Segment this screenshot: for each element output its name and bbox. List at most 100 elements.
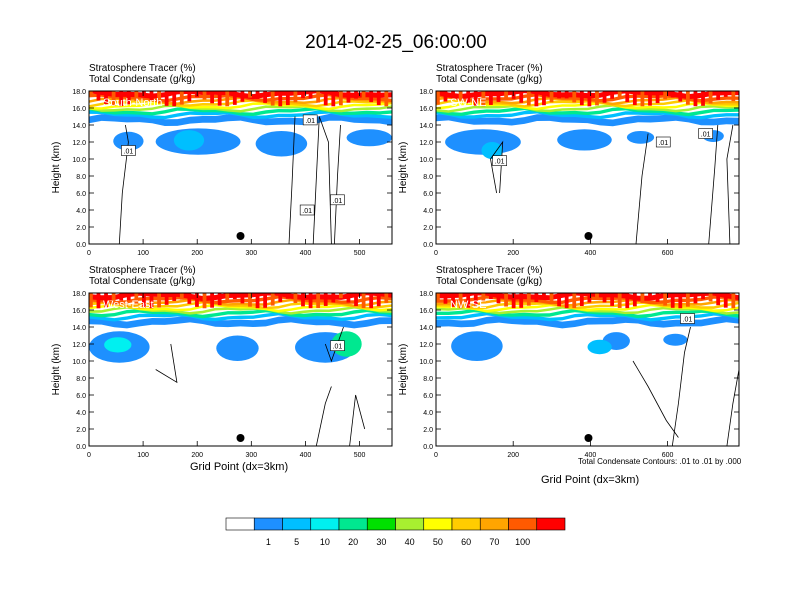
- y-tick-label: 14.0: [72, 123, 86, 130]
- tracer-streak: [723, 293, 728, 308]
- tracer-streak: [126, 293, 131, 301]
- y-tick-label: 2.0: [423, 225, 433, 232]
- tracer-streak: [376, 91, 381, 106]
- y-tick-label: 18.0: [419, 89, 433, 96]
- plot-area: .01 West-East: [89, 293, 392, 446]
- y-tick-label: 4.0: [423, 410, 433, 417]
- panel-1: .01 .01 .01 .01 South-North 0.0 2.0 4.0 6.0 8.0 10…: [51, 89, 393, 257]
- tracer-streak: [670, 91, 675, 98]
- contour-label: .01: [658, 140, 668, 147]
- x-tick-label: 200: [191, 452, 203, 459]
- tracer-streak: [595, 293, 599, 299]
- y-tick-label: 14.0: [419, 325, 433, 332]
- tracer-streak: [526, 91, 531, 106]
- x-tick-label: 600: [662, 452, 674, 459]
- tracer-streak: [134, 91, 139, 101]
- y-tick-label: 10.0: [419, 359, 433, 366]
- tracer-streak: [187, 293, 192, 304]
- panel3-field-label: Stratosphere Tracer (%): [89, 265, 196, 276]
- tracer-streak: [323, 293, 328, 306]
- x-tick-label: 0: [434, 452, 438, 459]
- tracer-streak: [202, 293, 207, 309]
- tracer-streak: [587, 293, 592, 303]
- tracer-streak: [504, 91, 508, 98]
- tracer-streak: [481, 293, 486, 302]
- contour-label: .01: [495, 159, 505, 166]
- x-tick-label: 500: [354, 250, 366, 257]
- tracer-streak: [210, 293, 214, 308]
- tracer-streak: [142, 91, 146, 97]
- y-tick-label: 12.0: [72, 342, 86, 349]
- y-tick-label: 6.0: [423, 191, 433, 198]
- y-tick-label: 4.0: [76, 410, 86, 417]
- tracer-streak: [111, 91, 116, 106]
- tracer-streak: [610, 91, 615, 99]
- x-tick-label: 400: [300, 250, 312, 257]
- location-marker: [236, 232, 245, 240]
- panel4-field-label: Stratosphere Tracer (%): [436, 265, 543, 276]
- tracer-streak: [685, 91, 690, 105]
- tracer-streak: [232, 293, 237, 300]
- y-tick-label: 12.0: [419, 140, 433, 147]
- y-tick-label: 6.0: [423, 393, 433, 400]
- tracer-streak: [195, 293, 199, 307]
- y-tick-label: 2.0: [76, 225, 86, 232]
- y-tick-label: 16.0: [419, 308, 433, 315]
- y-axis-title: Height (km): [398, 142, 409, 194]
- tracer-streak: [119, 293, 124, 301]
- tracer-band: [89, 104, 392, 113]
- tracer-streak: [534, 91, 539, 107]
- tracer-streak: [542, 91, 546, 106]
- y-tick-label: 4.0: [423, 208, 433, 215]
- panel-4: .01 NW-SE 0.0 2.0 4.0 6.0 8.0 10.0 12.0 14.0 16.0 1…: [398, 291, 740, 459]
- tracer-streak: [519, 91, 524, 103]
- tracer-streak: [473, 91, 478, 106]
- x-tick-label: 100: [137, 250, 149, 257]
- y-tick-label: 14.0: [72, 325, 86, 332]
- colorbar-label: 70: [489, 537, 499, 547]
- tracer-streak: [270, 293, 275, 306]
- tracer-blob: [451, 331, 503, 361]
- y-tick-label: 10.0: [72, 157, 86, 164]
- contour-note: Total Condensate Contours: .01 to .01 by…: [578, 457, 742, 466]
- tracer-streak: [172, 91, 177, 107]
- tracer-streak: [104, 293, 108, 308]
- y-tick-label: 14.0: [419, 123, 433, 130]
- tracer-streak: [511, 293, 516, 309]
- contour-label-box: [302, 114, 318, 126]
- tracer-streak: [632, 293, 637, 307]
- tracer-streak: [564, 293, 569, 309]
- tracer-streak: [708, 91, 713, 104]
- condensate-contour: [635, 133, 649, 244]
- y-tick-label: 16.0: [72, 308, 86, 315]
- tracer-streak: [572, 91, 577, 103]
- tracer-streak: [617, 293, 622, 308]
- tracer-streak: [338, 91, 343, 106]
- tracer-streak: [670, 293, 675, 308]
- tracer-streak: [526, 293, 531, 306]
- colorbar-label: 1: [266, 537, 271, 547]
- tracer-streak: [96, 91, 101, 101]
- tracer-band: [436, 106, 739, 117]
- tracer-streak: [731, 91, 736, 102]
- tracer-streak: [458, 293, 463, 309]
- tracer-streak: [723, 91, 728, 97]
- tracer-streak: [263, 293, 268, 308]
- tracer-streak: [579, 91, 584, 106]
- panel-name: South-North: [103, 97, 162, 109]
- tracer-streak: [119, 91, 124, 107]
- panel-3: .01 West-East 0.0 2.0 4.0 6.0 8.0 10.0 12.0 14.0 1…: [51, 291, 393, 459]
- condensate-contour: [726, 124, 734, 244]
- condensate-contour: [671, 326, 691, 446]
- condensate-contour: [708, 124, 719, 244]
- y-tick-label: 6.0: [76, 191, 86, 198]
- tracer-streak: [496, 293, 501, 304]
- location-marker: [584, 434, 593, 442]
- y-tick-label: 6.0: [76, 393, 86, 400]
- tracer-streak: [534, 293, 539, 303]
- condensate-contour: [315, 386, 332, 446]
- colorbar-label: 60: [461, 537, 471, 547]
- tracer-streak: [331, 293, 336, 303]
- colorbar: 1 5 10 20 30 40 50 60 70 100: [225, 517, 566, 547]
- tracer-streak: [384, 91, 389, 107]
